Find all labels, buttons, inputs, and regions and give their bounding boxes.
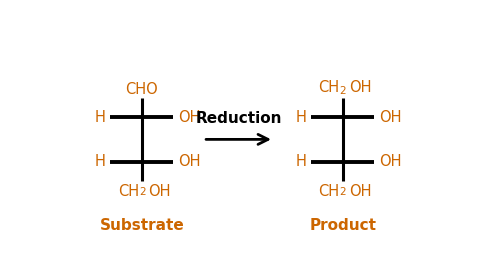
Text: CH: CH xyxy=(319,184,340,199)
Text: H: H xyxy=(296,110,307,124)
Text: H: H xyxy=(95,154,106,169)
Text: CH: CH xyxy=(118,184,139,199)
Text: OH: OH xyxy=(349,184,372,199)
Text: OH: OH xyxy=(148,184,171,199)
Text: OH: OH xyxy=(349,80,372,95)
Text: CHO: CHO xyxy=(125,82,158,97)
Text: H: H xyxy=(95,110,106,124)
Text: OH: OH xyxy=(379,110,401,124)
Text: 2: 2 xyxy=(340,86,347,96)
Text: H: H xyxy=(296,154,307,169)
Text: Substrate: Substrate xyxy=(99,218,184,233)
Text: Product: Product xyxy=(309,218,376,233)
Text: CH: CH xyxy=(319,80,340,95)
Text: OH: OH xyxy=(379,154,401,169)
Text: 2: 2 xyxy=(340,187,347,197)
Text: Reduction: Reduction xyxy=(195,111,282,126)
Text: OH: OH xyxy=(178,154,201,169)
Text: 2: 2 xyxy=(139,187,145,197)
Text: OH: OH xyxy=(178,110,201,124)
